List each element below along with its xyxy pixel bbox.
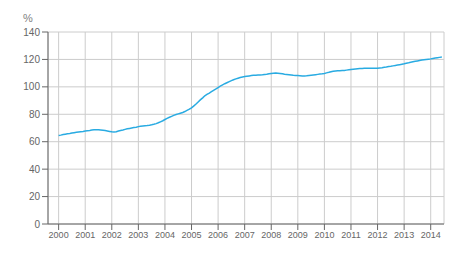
svg-text:2014: 2014 — [421, 230, 441, 240]
svg-text:2013: 2013 — [394, 230, 414, 240]
svg-text:%: % — [23, 12, 33, 24]
svg-text:2003: 2003 — [128, 230, 148, 240]
svg-text:140: 140 — [23, 27, 40, 38]
svg-text:20: 20 — [29, 191, 41, 202]
svg-text:2012: 2012 — [368, 230, 388, 240]
svg-text:2006: 2006 — [208, 230, 228, 240]
svg-text:40: 40 — [29, 164, 41, 175]
svg-text:120: 120 — [23, 54, 40, 65]
svg-text:2007: 2007 — [235, 230, 255, 240]
svg-text:2011: 2011 — [341, 230, 360, 240]
svg-text:60: 60 — [29, 136, 41, 147]
svg-text:2004: 2004 — [155, 230, 175, 240]
svg-text:2001: 2001 — [75, 230, 95, 240]
svg-text:80: 80 — [29, 109, 41, 120]
svg-text:2008: 2008 — [261, 230, 281, 240]
svg-text:100: 100 — [23, 81, 40, 92]
svg-text:2000: 2000 — [49, 230, 69, 240]
svg-text:2002: 2002 — [102, 230, 122, 240]
svg-text:2009: 2009 — [288, 230, 308, 240]
svg-text:2005: 2005 — [182, 230, 202, 240]
svg-text:2010: 2010 — [314, 230, 334, 240]
svg-text:0: 0 — [34, 219, 40, 230]
